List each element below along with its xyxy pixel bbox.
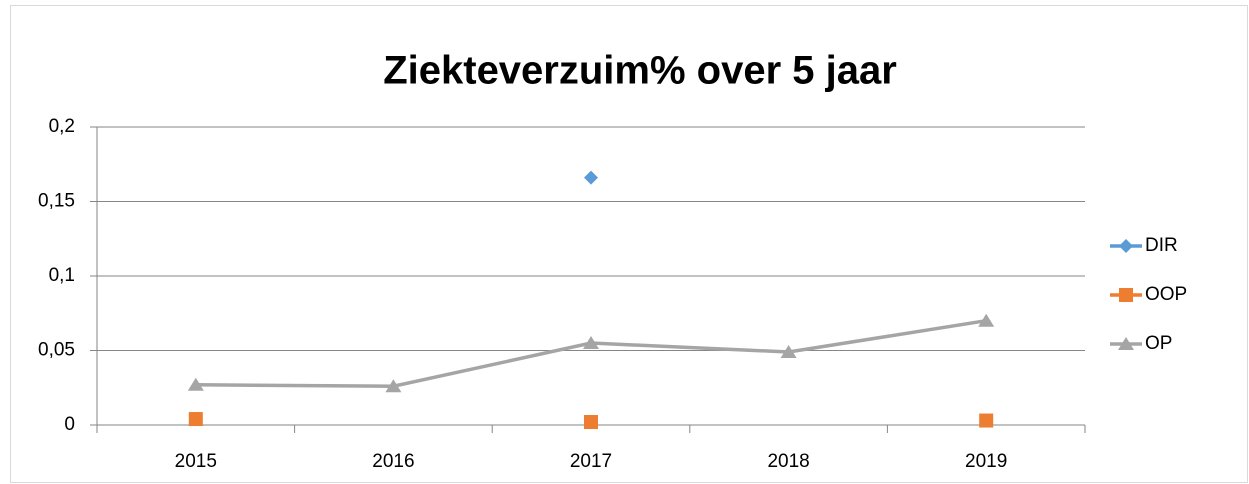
y-tick-label: 0,2 [49, 116, 75, 137]
legend-label: OOP [1145, 284, 1187, 305]
legend-label: DIR [1145, 235, 1178, 256]
x-tick-label: 2018 [767, 451, 809, 472]
data-point [188, 412, 203, 427]
y-tick-label: 0,15 [38, 191, 75, 212]
chart-border [10, 5, 1248, 483]
data-point [583, 336, 599, 350]
legend-marker [1118, 337, 1134, 350]
y-tick-label: 0,05 [38, 340, 75, 361]
legend-label: OP [1145, 333, 1172, 354]
y-tick-label: 0,1 [49, 265, 75, 286]
data-point [979, 413, 994, 428]
data-point [187, 377, 204, 391]
legend-marker [1119, 288, 1133, 302]
data-point [978, 313, 995, 327]
x-tick-label: 2015 [175, 451, 217, 472]
data-point [780, 344, 797, 358]
x-tick-label: 2019 [965, 451, 1007, 472]
legend-marker [1119, 239, 1133, 253]
chart-title: Ziekteverzuim% over 5 jaar [383, 49, 897, 93]
data-point [584, 170, 598, 185]
x-tick-label: 2016 [372, 451, 414, 472]
data-point [385, 379, 402, 393]
y-tick-label: 0 [64, 414, 75, 435]
x-tick-label: 2017 [570, 451, 612, 472]
data-point [584, 415, 598, 430]
